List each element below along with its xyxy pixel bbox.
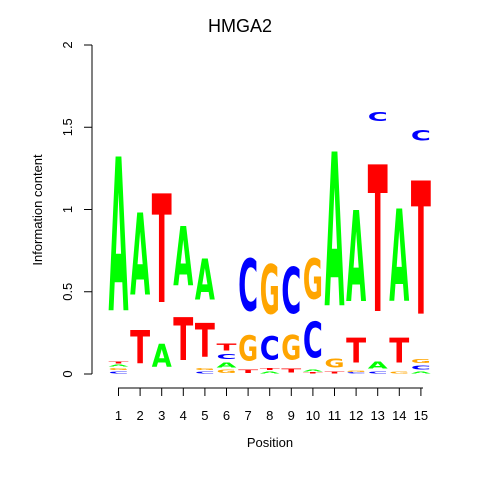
x-tick-label: 9 (288, 408, 295, 423)
x-tick-label: 1 (115, 408, 122, 423)
x-tick-label: 10 (306, 408, 320, 423)
logo-letter-G: G (303, 249, 323, 312)
logo-letter-A: A (109, 364, 130, 367)
logo-letter-C: C (368, 371, 388, 374)
logo-letter-T: T (173, 305, 193, 373)
logo-letter-G: G (195, 368, 215, 371)
logo-letter-T: T (368, 125, 388, 359)
logo-letter-A: A (152, 338, 172, 374)
x-tick-label: 6 (223, 408, 230, 423)
x-tick-label: 3 (158, 408, 165, 423)
logo-letter-A: A (346, 186, 366, 331)
x-tick-label: 13 (370, 408, 384, 423)
y-tick-label: 2 (60, 41, 75, 48)
y-axis-label: Information content (30, 154, 45, 266)
y-tick-label: 1 (60, 206, 75, 213)
logo-letter-T: T (130, 322, 150, 374)
logo-letter-T: T (346, 333, 366, 371)
y-tick-label: 0 (60, 370, 75, 377)
logo-letter-T: T (389, 333, 409, 371)
logo-letter-A: A (303, 369, 324, 372)
logo-letter-C: C (368, 110, 388, 125)
logo-letter-T: T (152, 165, 172, 338)
x-tick-label: 11 (328, 408, 342, 423)
logo-letter-T: T (281, 367, 302, 374)
logo-letter-G: G (217, 369, 237, 374)
x-tick-label: 15 (414, 408, 428, 423)
x-tick-label: 8 (266, 408, 273, 423)
logo-letter-T: T (411, 145, 431, 357)
logo-letter-C: C (217, 353, 237, 361)
logo-letter-T: T (325, 371, 346, 374)
logo-letter-C: C (195, 371, 215, 374)
logo-letter-T: T (260, 367, 281, 370)
logo-letter-C: C (411, 364, 431, 371)
x-tick-label: 2 (136, 408, 143, 423)
logo-letter-T: T (217, 342, 237, 353)
logo-letter-T: T (109, 361, 130, 364)
logo-letter-A: A (389, 183, 409, 331)
logo-letter-A: A (173, 211, 193, 305)
logo-letter-C: C (346, 372, 366, 374)
logo-letter-C: C (260, 330, 280, 368)
logo-letter-A: A (109, 117, 129, 361)
logo-letter-G: G (109, 368, 129, 371)
logo-letter-G: G (238, 329, 258, 370)
logo-letter-G: G (325, 356, 345, 371)
y-tick-label: 0.5 (60, 283, 75, 301)
x-tick-label: 12 (349, 408, 363, 423)
logo-letter-A: A (195, 248, 215, 314)
logo-letter-G: G (389, 371, 409, 374)
x-tick-label: 4 (180, 408, 187, 423)
y-tick-label: 1.5 (60, 118, 75, 136)
logo-letter-A: A (368, 359, 389, 371)
logo-letter-G: G (346, 371, 366, 373)
logo-letter-A: A (130, 191, 150, 322)
x-tick-label: 14 (392, 408, 406, 423)
logo-letter-C: C (303, 313, 323, 370)
logo-letter-G: G (281, 328, 301, 367)
x-tick-label: 5 (201, 408, 208, 423)
logo-letter-T: T (303, 372, 324, 374)
logo-letter-C: C (411, 128, 431, 144)
logo-letter-C: C (281, 256, 301, 329)
logo-letter-G: G (260, 251, 280, 329)
logo-letter-T: T (238, 369, 259, 374)
logo-letter-T: T (195, 314, 215, 368)
logo-letter-G: G (411, 358, 431, 364)
x-axis: 1 2 3 4 5 6 7 8 9 10 11 12 13 14 15 (115, 387, 428, 423)
x-tick-label: 7 (244, 408, 251, 423)
logo-letter-A: A (411, 371, 432, 374)
chart-title: HMGA2 (208, 16, 272, 36)
logo-letter-A: A (325, 112, 345, 356)
y-axis: 0 0.5 1 1.5 2 (60, 41, 93, 378)
logo-letter-A: A (217, 361, 237, 369)
logo-letter-C: C (109, 371, 129, 374)
logo-letter-A: A (260, 371, 281, 374)
logo-letter-C: C (238, 245, 258, 328)
x-axis-label: Position (247, 435, 293, 450)
